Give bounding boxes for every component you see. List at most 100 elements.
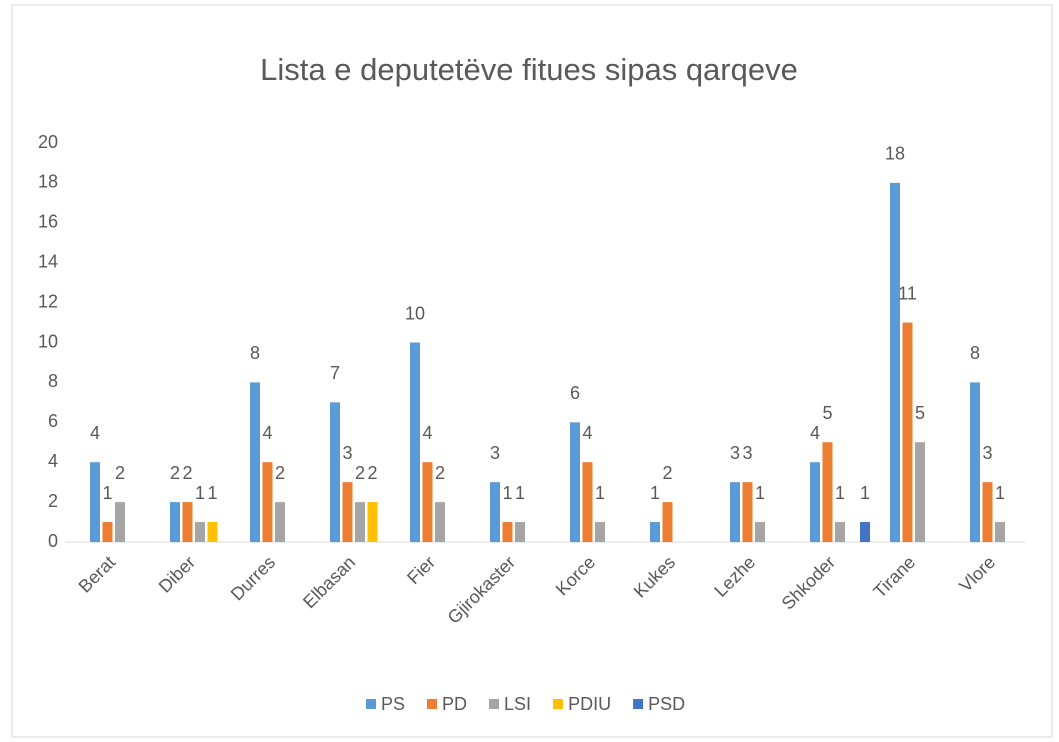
y-tick-label: 16 bbox=[38, 212, 58, 232]
legend-label: PDIU bbox=[568, 694, 611, 714]
bar bbox=[662, 502, 673, 542]
bar bbox=[595, 522, 605, 542]
legend-swatch bbox=[427, 699, 438, 709]
data-label: 5 bbox=[822, 403, 832, 423]
legend-label: LSI bbox=[504, 694, 531, 714]
bar bbox=[995, 522, 1005, 542]
legend-label: PD bbox=[442, 694, 467, 714]
data-label: 2 bbox=[170, 463, 180, 483]
bar bbox=[250, 382, 260, 542]
data-label: 11 bbox=[898, 283, 917, 303]
bar bbox=[502, 522, 513, 542]
bar bbox=[860, 522, 870, 542]
bar bbox=[730, 482, 740, 542]
data-label: 8 bbox=[250, 343, 260, 363]
y-tick-label: 10 bbox=[38, 331, 58, 351]
bar bbox=[435, 502, 445, 542]
bar bbox=[582, 462, 593, 542]
legend-swatch bbox=[366, 699, 376, 709]
data-label: 3 bbox=[730, 443, 740, 463]
data-label: 2 bbox=[662, 463, 672, 483]
data-label: 4 bbox=[810, 423, 820, 443]
bar bbox=[262, 462, 273, 542]
legend-swatch bbox=[553, 699, 564, 709]
chart-frame bbox=[11, 4, 1053, 738]
chart-title: Lista e deputetëve fitues sipas qarqeve bbox=[260, 52, 798, 87]
bar bbox=[330, 402, 340, 542]
data-label: 1 bbox=[995, 483, 1005, 503]
data-label: 1 bbox=[755, 483, 765, 503]
bar bbox=[515, 522, 525, 542]
bar bbox=[890, 182, 900, 542]
y-tick-label: 8 bbox=[48, 371, 58, 391]
data-label: 1 bbox=[595, 483, 605, 503]
data-label: 3 bbox=[982, 443, 992, 463]
legend-label: PSD bbox=[648, 694, 685, 714]
legend-label: PS bbox=[381, 694, 405, 714]
data-label: 7 bbox=[330, 363, 340, 383]
bar bbox=[970, 382, 980, 542]
y-tick-label: 2 bbox=[48, 491, 58, 511]
data-label: 4 bbox=[90, 423, 100, 443]
y-tick-label: 6 bbox=[48, 411, 58, 431]
bar bbox=[355, 502, 365, 542]
data-label: 4 bbox=[422, 423, 432, 443]
data-label: 2 bbox=[367, 463, 377, 483]
y-tick-label: 18 bbox=[38, 172, 58, 192]
bar bbox=[490, 482, 500, 542]
bar bbox=[422, 462, 433, 542]
bar bbox=[835, 522, 845, 542]
bar bbox=[902, 322, 913, 542]
data-label: 1 bbox=[860, 483, 870, 503]
bar bbox=[915, 442, 925, 542]
bar bbox=[650, 522, 660, 542]
bar bbox=[170, 502, 180, 542]
y-tick-label: 12 bbox=[38, 291, 58, 311]
data-label: 1 bbox=[102, 483, 112, 503]
bar bbox=[367, 502, 378, 542]
data-label: 5 bbox=[915, 403, 925, 423]
data-label: 3 bbox=[342, 443, 352, 463]
data-label: 2 bbox=[355, 463, 365, 483]
y-tick-label: 14 bbox=[38, 251, 58, 271]
bar bbox=[90, 462, 100, 542]
data-label: 4 bbox=[582, 423, 592, 443]
data-label: 2 bbox=[115, 463, 125, 483]
data-label: 2 bbox=[182, 463, 192, 483]
data-label: 2 bbox=[275, 463, 285, 483]
data-label: 4 bbox=[262, 423, 272, 443]
bar bbox=[982, 482, 993, 542]
bar bbox=[207, 522, 218, 542]
data-label: 1 bbox=[835, 483, 845, 503]
bar bbox=[410, 342, 420, 542]
data-label: 6 bbox=[570, 383, 580, 403]
data-label: 1 bbox=[515, 483, 525, 503]
legend-swatch bbox=[633, 699, 644, 709]
y-tick-label: 4 bbox=[48, 451, 58, 471]
y-tick-label: 0 bbox=[48, 531, 58, 551]
bar bbox=[195, 522, 205, 542]
bar bbox=[742, 482, 753, 542]
bar bbox=[115, 502, 125, 542]
data-label: 1 bbox=[650, 483, 660, 503]
data-label: 2 bbox=[435, 463, 445, 483]
bar bbox=[342, 482, 353, 542]
bar bbox=[810, 462, 820, 542]
data-label: 18 bbox=[885, 144, 905, 164]
legend-swatch bbox=[489, 699, 500, 709]
y-tick-label: 20 bbox=[38, 132, 58, 152]
data-label: 10 bbox=[405, 303, 425, 323]
data-label: 3 bbox=[742, 443, 752, 463]
bar bbox=[755, 522, 765, 542]
data-label: 1 bbox=[502, 483, 512, 503]
bar bbox=[275, 502, 285, 542]
data-label: 1 bbox=[195, 483, 205, 503]
bar bbox=[822, 442, 833, 542]
data-label: 3 bbox=[490, 443, 500, 463]
bar bbox=[102, 522, 113, 542]
bar bbox=[570, 422, 580, 542]
bar bbox=[182, 502, 193, 542]
data-label: 8 bbox=[970, 343, 980, 363]
